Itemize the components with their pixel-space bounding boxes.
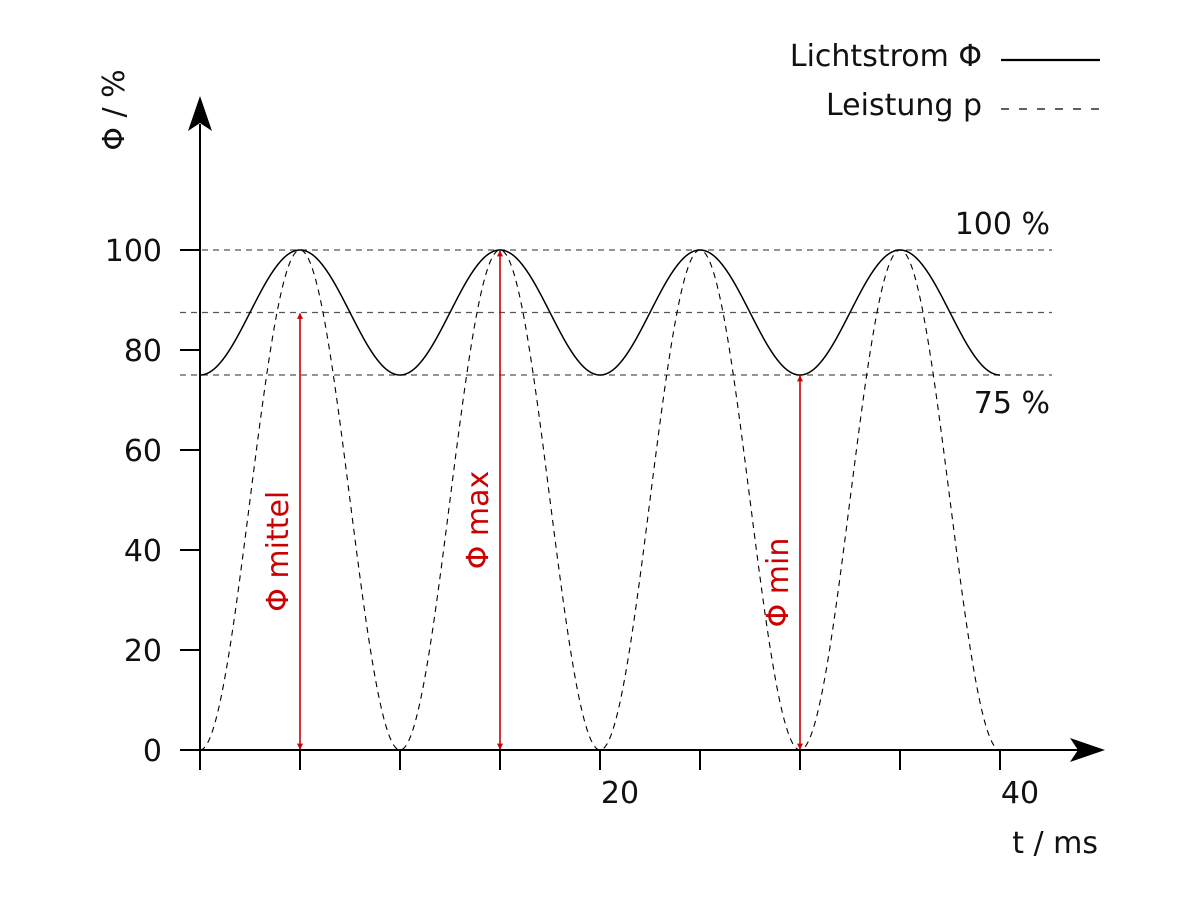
legend: Lichtstrom Φ Leistung p [790, 39, 1100, 123]
ticks: 20 40 0 20 40 60 80 100 t / ms Φ / % [97, 69, 1098, 861]
y-tick-label: 20 [124, 634, 162, 669]
y-axis-arrow [188, 96, 212, 131]
y-tick-label: 0 [143, 734, 162, 769]
series-layer [199, 249, 1001, 751]
x-axis-arrow [1070, 738, 1105, 762]
legend-label: Lichtstrom Φ [790, 39, 982, 74]
y-tick-label: 60 [124, 434, 162, 469]
annotation-label: Φ min [761, 538, 796, 628]
legend-label: Leistung p [826, 88, 982, 123]
y-tick-label: 80 [124, 334, 162, 369]
y-tick-label: 40 [124, 534, 162, 569]
x-tick-label: 20 [601, 776, 639, 811]
annotations: Φ mittel Φ max Φ min [261, 250, 803, 750]
series-lichtstrom-line [199, 249, 1001, 376]
reference-line-label: 75 % [974, 386, 1050, 421]
reference-lines: 100 % 75 % [180, 207, 1052, 421]
x-axis-title: t / ms [1012, 826, 1098, 861]
annotation-label: Φ max [461, 471, 496, 570]
reference-line-label: 100 % [955, 207, 1050, 242]
x-tick-label: 40 [1001, 776, 1039, 811]
y-axis-title: Φ / % [97, 69, 132, 150]
annotation-label: Φ mittel [261, 491, 296, 612]
series-leistung-line [199, 249, 1001, 751]
y-tick-label: 100 [105, 234, 162, 269]
axes [188, 96, 1105, 762]
